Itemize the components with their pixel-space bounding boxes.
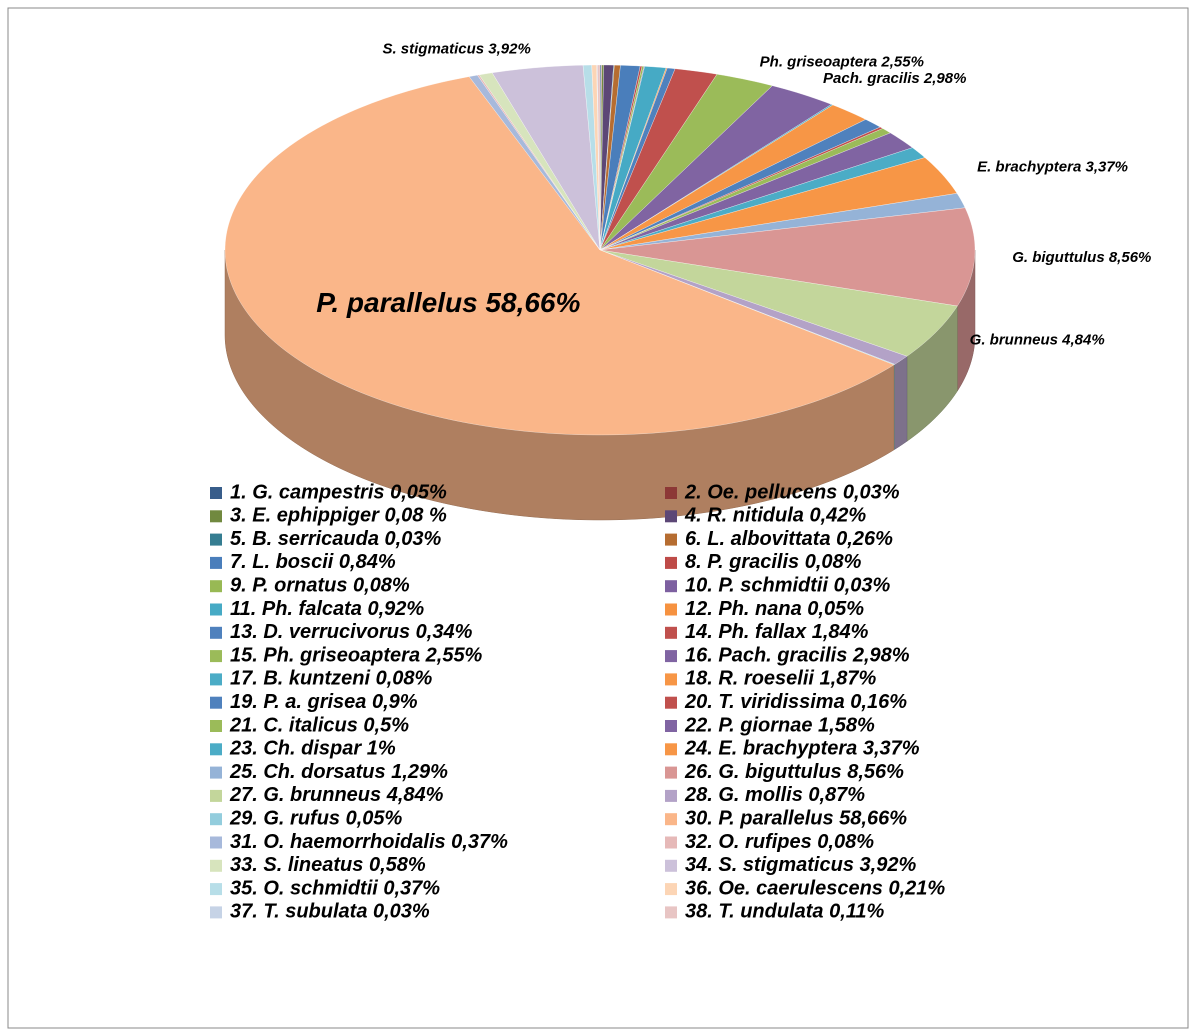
legend-swatch [210,883,222,896]
legend-swatch [210,696,222,709]
legend-swatch [210,603,222,616]
slice [599,132,913,251]
legend-swatch [665,510,677,523]
legend-swatch [665,766,677,779]
legend-label: 22. P. giornae 1,58% [684,714,875,736]
slice-side [894,355,908,450]
legend-swatch [210,859,222,872]
legend-swatch [210,650,222,663]
legend-swatch [665,603,677,616]
legend-label: 7. L. boscii 0,84% [230,551,396,573]
legend-label: 37. T. subulata 0,03% [230,901,430,923]
legend-swatch [665,906,677,919]
legend-swatch [665,720,677,732]
legend-label: 31. O. haemorrhoidalis 0,37% [230,831,508,853]
slice [599,74,773,251]
slice [599,104,867,251]
legend-label: 27. G. brunneus 4,84% [229,784,444,806]
legend-label: 25. Ch. dorsatus 1,29% [229,761,448,783]
legend-swatch [210,673,222,686]
data-label: P. parallelus 58,66% [316,287,580,318]
legend-label: 33. S. lineatus 0,58% [230,854,426,876]
legend-swatch [665,789,677,802]
legend-swatch [210,720,222,732]
data-label: Pach. gracilis 2,98% [823,70,966,87]
legend-label: 21. C. italicus 0,5% [229,714,409,736]
legend-label: 1. G. campestris 0,05% [230,481,447,503]
legend-label: 12. Ph. nana 0,05% [685,598,864,620]
legend-label: 4. R. nitidula 0,42% [684,505,866,527]
legend-label: 11. Ph. falcata 0,92% [230,598,424,620]
legend-swatch [210,789,222,802]
data-label: S. stigmaticus 3,92% [382,40,530,57]
data-label: G. biguttulus 8,56% [1012,249,1151,266]
legend-swatch [665,650,677,663]
legend-label: 36. Oe. caerulescens 0,21% [685,877,945,899]
legend-swatch [665,673,677,686]
legend-swatch [665,533,677,546]
legend-label: 10. P. schmidtii 0,03% [685,574,891,596]
legend-label: 19. P. a. grisea 0,9% [230,691,418,713]
legend-label: 32. O. rufipes 0,08% [685,831,874,853]
legend-label: 26. G. biguttulus 8,56% [684,761,904,783]
legend-swatch [665,813,677,826]
legend-swatch [665,626,677,639]
legend-label: 13. D. verrucivorus 0,34% [230,621,473,643]
legend-label: 16. Pach. gracilis 2,98% [685,644,910,666]
legend-swatch [210,510,222,523]
legend-swatch [210,626,222,639]
slice [491,65,601,251]
legend-label: 6. L. albovittata 0,26% [685,528,893,550]
legend-swatch [665,487,677,499]
legend-label: 24. E. brachyptera 3,37% [684,738,920,760]
slice [599,249,958,357]
legend-swatch [665,743,677,756]
legend-label: 17. B. kuntzeni 0,08% [230,668,433,690]
legend-swatch [665,580,677,593]
slice [597,64,601,251]
data-label: E. brachyptera 3,37% [977,158,1128,175]
legend-swatch [665,883,677,896]
slice [599,207,976,307]
slice [224,76,895,436]
legend-label: 8. P. gracilis 0,08% [685,551,862,573]
legend-label: 20. T. viridissima 0,16% [684,691,907,713]
slice [599,193,966,251]
legend-label: 2. Oe. pellucens 0,03% [684,481,900,503]
legend-swatch [210,487,222,499]
legend-swatch [210,533,222,546]
legend-label: 28. G. mollis 0,87% [684,784,865,806]
legend-swatch [210,766,222,779]
data-label: Ph. griseoaptera 2,55% [760,53,924,70]
legend-swatch [210,813,222,826]
legend-label: 9. P. ornatus 0,08% [230,574,410,596]
legend-swatch [210,580,222,593]
legend-label: 18. R. roeselii 1,87% [685,668,876,690]
slice [599,157,958,251]
legend-swatch [210,743,222,756]
legend-swatch [210,836,222,849]
legend-label: 15. Ph. griseoaptera 2,55% [230,644,483,666]
data-label: G. brunneus 4,84% [970,331,1105,348]
legend-label: 35. O. schmidtii 0,37% [230,877,440,899]
legend-label: 3. E. ephippiger 0,08 % [230,505,447,527]
slice [599,68,718,251]
legend-label: 30. P. parallelus 58,66% [685,807,907,829]
legend-swatch [210,556,222,569]
legend-swatch [665,836,677,849]
legend-label: 38. T. undulata 0,11% [685,901,885,923]
legend-label: 29. G. rufus 0,05% [229,807,403,829]
legend-swatch [665,859,677,872]
legend-label: 14. Ph. fallax 1,84% [685,621,869,643]
legend-swatch [665,696,677,709]
slice [599,85,832,251]
legend-label: 5. B. serricauda 0,03% [230,528,441,550]
legend-swatch [210,906,222,919]
legend-swatch [665,556,677,569]
legend-label: 34. S. stigmaticus 3,92% [685,854,916,876]
legend-label: 23. Ch. dispar 1% [229,738,396,760]
